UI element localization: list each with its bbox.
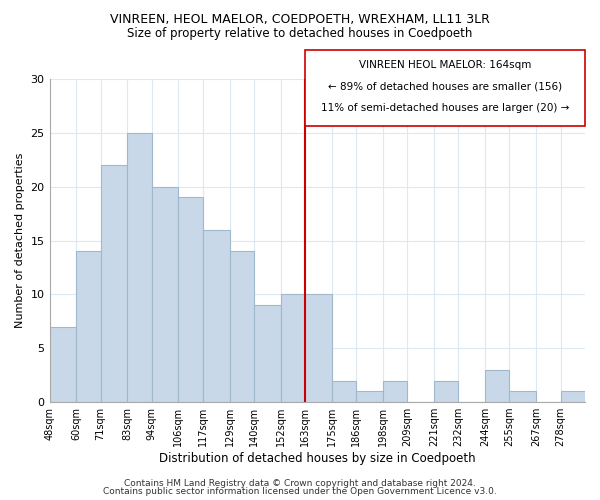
Text: 11% of semi-detached houses are larger (20) →: 11% of semi-detached houses are larger (… bbox=[321, 102, 569, 113]
Bar bbox=[76, 252, 101, 402]
Bar bbox=[203, 230, 230, 402]
Bar bbox=[332, 380, 356, 402]
Bar bbox=[305, 294, 332, 402]
Bar bbox=[254, 305, 281, 402]
Bar bbox=[383, 380, 407, 402]
Bar bbox=[101, 165, 127, 402]
Bar bbox=[509, 392, 536, 402]
Bar bbox=[178, 198, 203, 402]
FancyBboxPatch shape bbox=[305, 50, 585, 126]
Bar bbox=[50, 326, 76, 402]
Bar bbox=[281, 294, 305, 402]
Text: VINREEN HEOL MAELOR: 164sqm: VINREEN HEOL MAELOR: 164sqm bbox=[359, 60, 531, 70]
Bar bbox=[560, 392, 585, 402]
Text: VINREEN, HEOL MAELOR, COEDPOETH, WREXHAM, LL11 3LR: VINREEN, HEOL MAELOR, COEDPOETH, WREXHAM… bbox=[110, 12, 490, 26]
Bar bbox=[356, 392, 383, 402]
Text: Contains public sector information licensed under the Open Government Licence v3: Contains public sector information licen… bbox=[103, 487, 497, 496]
Bar bbox=[485, 370, 509, 402]
Bar bbox=[152, 186, 178, 402]
Y-axis label: Number of detached properties: Number of detached properties bbox=[15, 153, 25, 328]
Bar bbox=[230, 252, 254, 402]
Text: Contains HM Land Registry data © Crown copyright and database right 2024.: Contains HM Land Registry data © Crown c… bbox=[124, 478, 476, 488]
Bar bbox=[127, 133, 152, 402]
Text: ← 89% of detached houses are smaller (156): ← 89% of detached houses are smaller (15… bbox=[328, 82, 562, 92]
Text: Size of property relative to detached houses in Coedpoeth: Size of property relative to detached ho… bbox=[127, 28, 473, 40]
Bar bbox=[434, 380, 458, 402]
X-axis label: Distribution of detached houses by size in Coedpoeth: Distribution of detached houses by size … bbox=[159, 452, 476, 465]
